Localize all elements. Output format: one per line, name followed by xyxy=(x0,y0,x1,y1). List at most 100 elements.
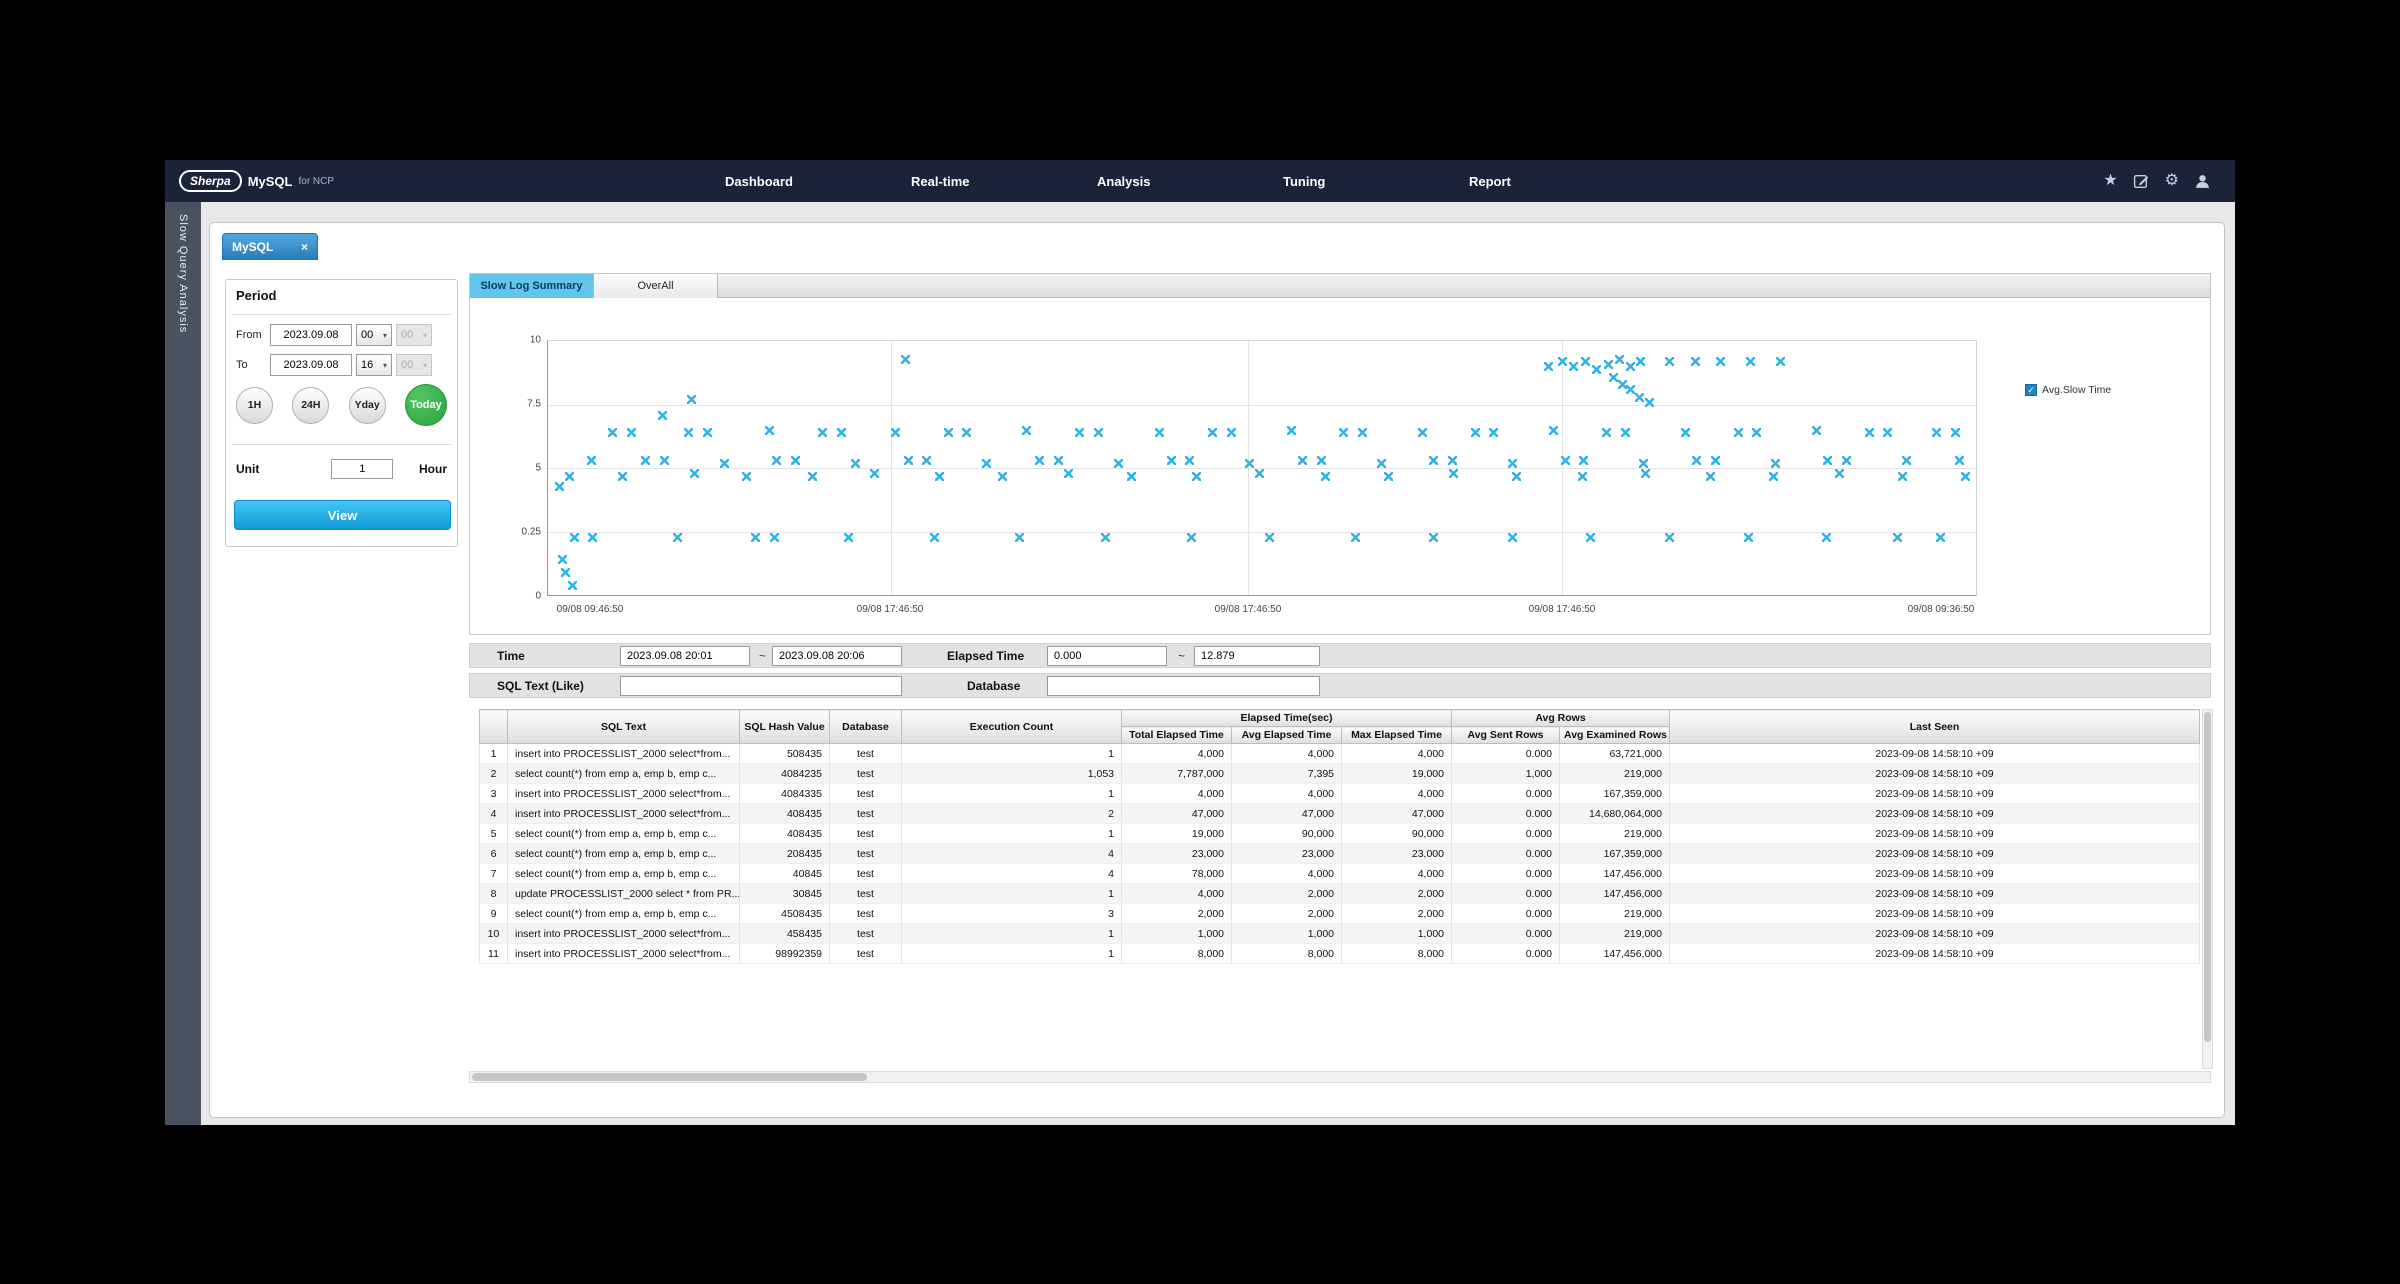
quick-button-1h[interactable]: 1H xyxy=(236,386,273,424)
time-from-input[interactable] xyxy=(620,646,750,666)
cell-row-number: 1 xyxy=(479,743,508,764)
scatter-point xyxy=(608,428,618,438)
time-to-input[interactable] xyxy=(772,646,902,666)
scatter-point xyxy=(1690,357,1700,367)
elapsed-from-input[interactable] xyxy=(1047,646,1167,666)
col-header-total-elapsed[interactable]: Total Elapsed Time xyxy=(1121,726,1232,744)
from-hour-select[interactable]: 00 ▾ xyxy=(356,324,392,346)
quick-button-today[interactable]: Today xyxy=(404,384,447,426)
table-row[interactable]: 5 select count(*) from emp a, emp b, emp… xyxy=(479,823,2200,844)
scatter-point xyxy=(901,354,910,364)
col-header-sql-text[interactable]: SQL Text xyxy=(507,709,740,744)
scatter-point xyxy=(1864,428,1874,438)
navbar-icon-group: ★ ⚙ xyxy=(2103,160,2211,202)
from-minute-select: 00 ▾ xyxy=(396,324,432,346)
scatter-point xyxy=(641,456,651,466)
to-hour-select[interactable]: 16 ▾ xyxy=(356,354,392,376)
table-row[interactable]: 8 update PROCESSLIST_2000 select * from … xyxy=(479,883,2200,904)
star-icon[interactable]: ★ xyxy=(2103,172,2118,189)
workspace-tab-mysql[interactable]: MySQL × xyxy=(222,233,318,260)
cell-total-elapsed-time: 4,000 xyxy=(1121,783,1232,804)
cell-database: test xyxy=(829,903,902,924)
table-row[interactable]: 7 select count(*) from emp a, emp b, emp… xyxy=(479,863,2200,884)
tab-overall[interactable]: OverAll xyxy=(594,274,718,298)
vertical-scrollbar-thumb[interactable] xyxy=(2204,712,2211,1042)
table-row[interactable]: 9 select count(*) from emp a, emp b, emp… xyxy=(479,903,2200,924)
table-row[interactable]: 1 insert into PROCESSLIST_2000 select*fr… xyxy=(479,743,2200,764)
close-icon[interactable]: × xyxy=(300,239,308,254)
scatter-point xyxy=(851,458,861,468)
quick-period-buttons: 1H 24H Yday Today xyxy=(236,384,447,426)
scatter-point xyxy=(765,425,775,435)
sql-text-like-input[interactable] xyxy=(620,676,902,696)
tilde-separator: ~ xyxy=(1178,649,1186,663)
col-header-max-elapsed[interactable]: Max Elapsed Time xyxy=(1341,726,1452,744)
database-input[interactable] xyxy=(1047,676,1320,696)
legend-checkbox-checked-icon[interactable]: ✓ xyxy=(2025,384,2037,396)
nav-item-realtime[interactable]: Real-time xyxy=(911,173,970,189)
unit-input[interactable] xyxy=(331,459,394,479)
cell-database: test xyxy=(829,943,902,964)
quick-button-yday[interactable]: Yday xyxy=(348,386,386,424)
rail-label-slow-query-analysis[interactable]: Slow Query Analysis xyxy=(177,214,189,334)
gear-icon[interactable]: ⚙ xyxy=(2164,172,2179,189)
app-logo[interactable]: Sherpa MySQL for NCP xyxy=(179,160,334,202)
logo-product: MySQL xyxy=(247,173,293,189)
col-header-avg-elapsed[interactable]: Avg Elapsed Time xyxy=(1231,726,1342,744)
col-header-avg-examined-rows[interactable]: Avg Examined Rows xyxy=(1559,726,1670,744)
scatter-point xyxy=(791,456,801,466)
to-minute-select: 00 ▾ xyxy=(396,354,432,376)
filter-row-sql: SQL Text (Like) Database xyxy=(469,673,2211,698)
elapsed-to-input[interactable] xyxy=(1194,646,1320,666)
scatter-point xyxy=(558,555,568,565)
col-header-database[interactable]: Database xyxy=(829,709,902,744)
scatter-point xyxy=(1842,456,1852,466)
col-header-avg-sent-rows[interactable]: Avg Sent Rows xyxy=(1451,726,1560,744)
table-row[interactable]: 6 select count(*) from emp a, emp b, emp… xyxy=(479,843,2200,864)
col-header-execution-count[interactable]: Execution Count xyxy=(901,709,1122,744)
cell-avg-elapsed-time: 4,000 xyxy=(1231,743,1342,764)
user-icon[interactable] xyxy=(2194,173,2211,190)
scatter-point xyxy=(1113,458,1123,468)
to-row: To 16 ▾ 00 ▾ xyxy=(236,354,432,376)
cell-sql-text: select count(*) from emp a, emp b, emp c… xyxy=(507,823,740,844)
scatter-point xyxy=(1752,428,1762,438)
cell-avg-sent-rows: 0.000 xyxy=(1451,803,1560,824)
horizontal-scrollbar-thumb[interactable] xyxy=(472,1073,867,1081)
col-header-last-seen[interactable]: Last Seen xyxy=(1669,709,2200,744)
table-row[interactable]: 3 insert into PROCESSLIST_2000 select*fr… xyxy=(479,783,2200,804)
cell-last-seen: 2023-09-08 14:58:10 +09 xyxy=(1669,783,2200,804)
nav-item-report[interactable]: Report xyxy=(1469,173,1511,189)
to-date-input[interactable] xyxy=(270,354,352,376)
scatter-point xyxy=(1560,456,1570,466)
scatter-point xyxy=(702,428,712,438)
nav-item-tuning[interactable]: Tuning xyxy=(1283,173,1326,189)
tab-slow-log-summary[interactable]: Slow Log Summary xyxy=(470,274,594,298)
quick-button-24h[interactable]: 24H xyxy=(292,386,330,424)
cell-avg-examined-rows: 147,456,000 xyxy=(1559,943,1670,964)
cell-avg-examined-rows: 147,456,000 xyxy=(1559,863,1670,884)
scatter-point xyxy=(1950,428,1960,438)
group-header-elapsed-time: Elapsed Time(sec) xyxy=(1121,709,1452,727)
table-row[interactable]: 11 insert into PROCESSLIST_2000 select*f… xyxy=(479,943,2200,964)
table-row[interactable]: 10 insert into PROCESSLIST_2000 select*f… xyxy=(479,923,2200,944)
nav-item-dashboard[interactable]: Dashboard xyxy=(725,173,793,189)
nav-item-analysis[interactable]: Analysis xyxy=(1097,173,1151,189)
edit-icon[interactable] xyxy=(2133,173,2150,190)
cell-total-elapsed-time: 47,000 xyxy=(1121,803,1232,824)
table-row[interactable]: 4 insert into PROCESSLIST_2000 select*fr… xyxy=(479,803,2200,824)
scatter-point xyxy=(1185,456,1195,466)
from-date-input[interactable] xyxy=(270,324,352,346)
view-button[interactable]: View xyxy=(234,500,451,530)
col-header-sql-hash[interactable]: SQL Hash Value xyxy=(739,709,830,744)
table-row[interactable]: 2 select count(*) from emp a, emp b, emp… xyxy=(479,763,2200,784)
scatter-point xyxy=(1507,458,1517,468)
scatter-point xyxy=(1746,357,1756,367)
cell-execution-count: 1 xyxy=(901,743,1122,764)
table-header: SQL Text SQL Hash Value Database Executi… xyxy=(479,709,2200,744)
cell-execution-count: 4 xyxy=(901,863,1122,884)
x-tick-5: 09/08 09:36:50 xyxy=(1907,604,1975,615)
app-window: Sherpa MySQL for NCP Dashboard Real-time… xyxy=(165,160,2235,1125)
cell-total-elapsed-time: 78,000 xyxy=(1121,863,1232,884)
cell-sql-hash-value: 98992359 xyxy=(739,943,830,964)
